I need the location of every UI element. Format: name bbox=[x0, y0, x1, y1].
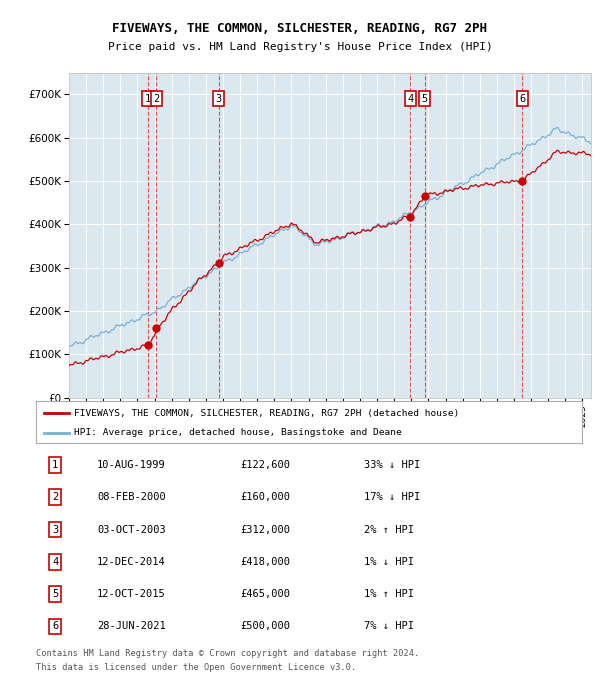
Text: Contains HM Land Registry data © Crown copyright and database right 2024.: Contains HM Land Registry data © Crown c… bbox=[36, 649, 419, 658]
Text: £122,600: £122,600 bbox=[241, 460, 290, 470]
Text: 12-OCT-2015: 12-OCT-2015 bbox=[97, 589, 166, 599]
Text: 33% ↓ HPI: 33% ↓ HPI bbox=[364, 460, 420, 470]
Text: 17% ↓ HPI: 17% ↓ HPI bbox=[364, 492, 420, 503]
Text: 08-FEB-2000: 08-FEB-2000 bbox=[97, 492, 166, 503]
Text: £500,000: £500,000 bbox=[241, 622, 290, 632]
Text: Price paid vs. HM Land Registry's House Price Index (HPI): Price paid vs. HM Land Registry's House … bbox=[107, 42, 493, 52]
Text: 7% ↓ HPI: 7% ↓ HPI bbox=[364, 622, 413, 632]
Text: £465,000: £465,000 bbox=[241, 589, 290, 599]
Text: 4: 4 bbox=[407, 94, 413, 104]
Text: 5: 5 bbox=[422, 94, 428, 104]
Text: 1% ↓ HPI: 1% ↓ HPI bbox=[364, 557, 413, 567]
Text: 6: 6 bbox=[52, 622, 58, 632]
Text: 4: 4 bbox=[52, 557, 58, 567]
Text: £418,000: £418,000 bbox=[241, 557, 290, 567]
Text: £312,000: £312,000 bbox=[241, 524, 290, 534]
Text: 1: 1 bbox=[145, 94, 151, 104]
Text: 3: 3 bbox=[215, 94, 222, 104]
Text: 1: 1 bbox=[52, 460, 58, 470]
Text: 1% ↑ HPI: 1% ↑ HPI bbox=[364, 589, 413, 599]
Text: 2% ↑ HPI: 2% ↑ HPI bbox=[364, 524, 413, 534]
Text: 03-OCT-2003: 03-OCT-2003 bbox=[97, 524, 166, 534]
Text: 2: 2 bbox=[153, 94, 160, 104]
Text: 12-DEC-2014: 12-DEC-2014 bbox=[97, 557, 166, 567]
Text: FIVEWAYS, THE COMMON, SILCHESTER, READING, RG7 2PH (detached house): FIVEWAYS, THE COMMON, SILCHESTER, READIN… bbox=[74, 409, 460, 418]
Text: FIVEWAYS, THE COMMON, SILCHESTER, READING, RG7 2PH: FIVEWAYS, THE COMMON, SILCHESTER, READIN… bbox=[113, 22, 487, 35]
Text: 3: 3 bbox=[52, 524, 58, 534]
Text: HPI: Average price, detached house, Basingstoke and Deane: HPI: Average price, detached house, Basi… bbox=[74, 428, 402, 437]
Text: 28-JUN-2021: 28-JUN-2021 bbox=[97, 622, 166, 632]
Text: 6: 6 bbox=[519, 94, 526, 104]
Text: 10-AUG-1999: 10-AUG-1999 bbox=[97, 460, 166, 470]
Text: £160,000: £160,000 bbox=[241, 492, 290, 503]
Text: 5: 5 bbox=[52, 589, 58, 599]
Text: This data is licensed under the Open Government Licence v3.0.: This data is licensed under the Open Gov… bbox=[36, 663, 356, 672]
Text: 2: 2 bbox=[52, 492, 58, 503]
